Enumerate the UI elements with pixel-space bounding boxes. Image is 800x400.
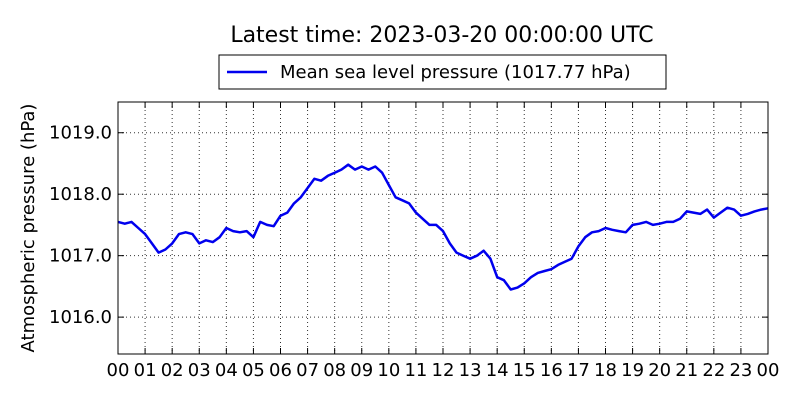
tick-labels: 00 01 02 03 04 05 06 07 08 09 10 11 12 13 14 15 16 17 18 19…: [49, 123, 779, 381]
legend: Mean sea level pressure (1017.77 hPa): [218, 54, 667, 90]
x-tick-label: 07: [296, 360, 319, 381]
x-tick-label: 05: [242, 360, 265, 381]
x-tick-label: 20: [648, 360, 671, 381]
legend-box: [218, 54, 667, 90]
x-tick-label: 01: [134, 360, 157, 381]
x-tick-label: 21: [675, 360, 698, 381]
x-tick-label: 11: [404, 360, 427, 381]
y-tick-label: 1019.0: [49, 123, 112, 144]
x-tick-label: 15: [513, 360, 536, 381]
x-tick-label: 08: [323, 360, 346, 381]
x-tick-label: 10: [377, 360, 400, 381]
x-tick-label: 03: [188, 360, 211, 381]
x-tick-label: 13: [459, 360, 482, 381]
y-axis-label: Atmospheric pressure (hPa): [18, 104, 39, 353]
x-tick-label: 09: [350, 360, 373, 381]
x-tick-label: 00: [107, 360, 130, 381]
x-tick-label: 17: [567, 360, 590, 381]
series-line-pressure: [117, 163, 769, 291]
y-tick-label: 1018.0: [49, 184, 112, 205]
series-layer: [117, 163, 769, 291]
x-tick-label: 18: [594, 360, 617, 381]
x-tick-label: 04: [215, 360, 238, 381]
grid: [118, 102, 768, 354]
x-tick-label: 14: [486, 360, 509, 381]
ticks: [117, 102, 769, 354]
y-tick-label: 1016.0: [49, 307, 112, 328]
x-tick-label: 00: [757, 360, 780, 381]
x-tick-label: 02: [161, 360, 184, 381]
x-tick-label: 23: [729, 360, 752, 381]
x-tick-label: 06: [269, 360, 292, 381]
chart-title: Latest time: 2023-03-20 00:00:00 UTC: [230, 23, 653, 48]
plot-area: [117, 101, 769, 355]
legend-label: Mean sea level pressure (1017.77 hPa): [280, 62, 631, 83]
x-tick-label: 22: [702, 360, 725, 381]
y-tick-label: 1017.0: [49, 246, 112, 267]
x-tick-label: 12: [432, 360, 455, 381]
x-tick-label: 19: [621, 360, 644, 381]
x-tick-label: 16: [540, 360, 563, 381]
